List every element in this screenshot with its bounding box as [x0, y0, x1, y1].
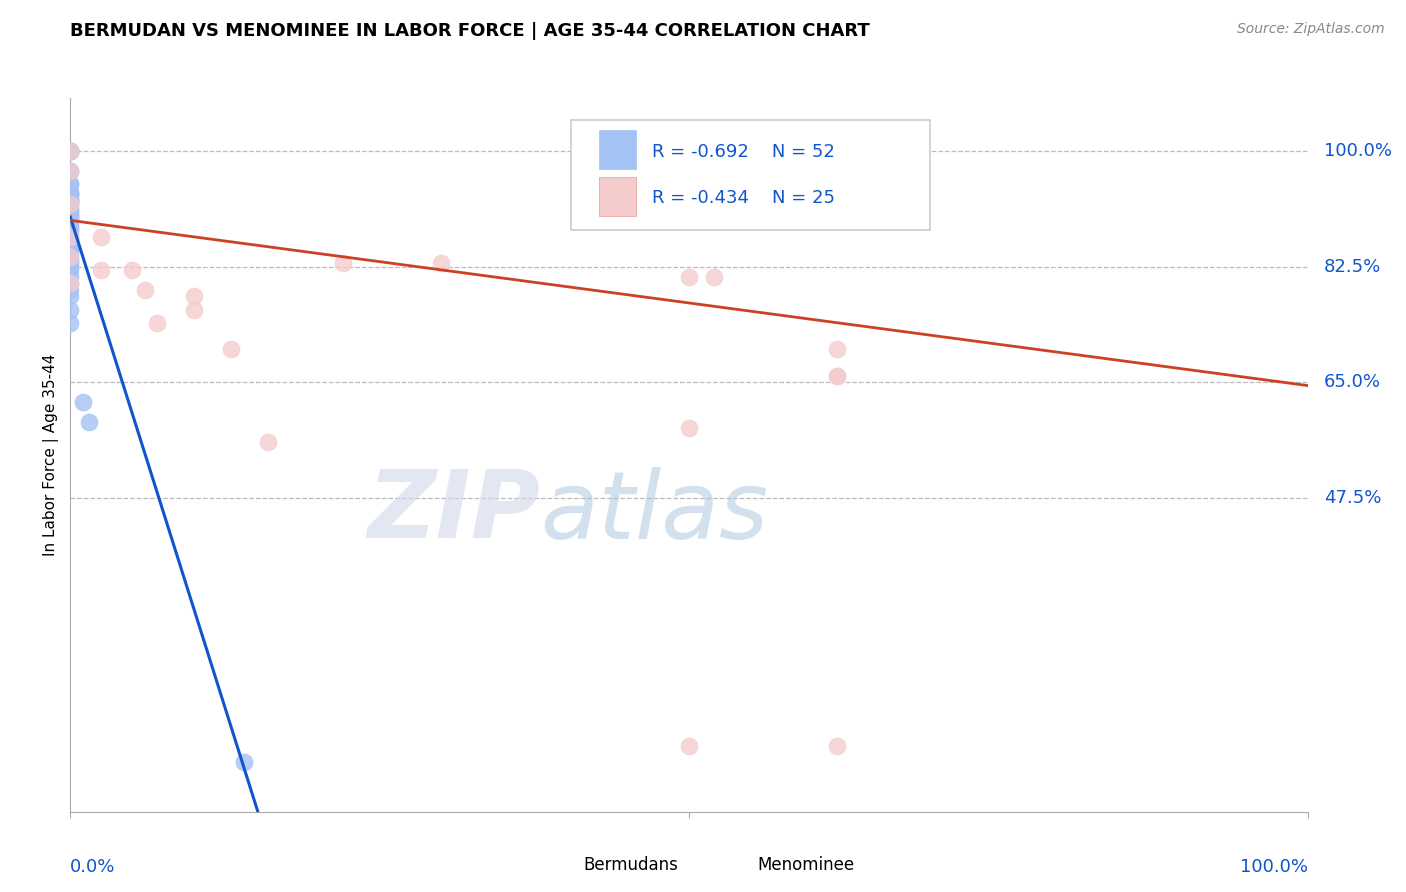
Point [72, 395, 94, 409]
Point [59, 283, 82, 297]
Point [59, 177, 82, 191]
Point [59, 163, 82, 178]
Point [59, 197, 82, 211]
Text: ZIP: ZIP [367, 466, 540, 558]
Text: R = -0.692    N = 52: R = -0.692 N = 52 [652, 143, 835, 161]
Point [59, 252, 82, 267]
Point [703, 269, 725, 284]
Point [59, 233, 82, 247]
Point [59, 236, 82, 251]
Point [134, 283, 156, 297]
Point [678, 739, 700, 753]
Point [827, 342, 849, 356]
Text: Menominee: Menominee [756, 856, 853, 874]
Text: 47.5%: 47.5% [1323, 489, 1381, 507]
Point [183, 289, 205, 303]
Point [59, 163, 82, 178]
Point [121, 263, 143, 277]
Point [59, 223, 82, 237]
Point [827, 368, 849, 383]
Point [59, 144, 82, 158]
Text: 0.0%: 0.0% [70, 858, 115, 876]
Point [59, 210, 82, 224]
Point [219, 342, 242, 356]
Point [59, 144, 82, 158]
Text: 65.0%: 65.0% [1323, 373, 1381, 392]
Point [59, 144, 82, 158]
Point [678, 421, 700, 435]
Point [59, 230, 82, 244]
Point [59, 250, 82, 264]
Point [59, 217, 82, 231]
Point [59, 197, 82, 211]
Point [59, 144, 82, 158]
Point [59, 184, 82, 198]
Point [827, 368, 849, 383]
Point [59, 186, 82, 201]
Point [59, 163, 82, 178]
Point [59, 302, 82, 317]
Point [59, 194, 82, 208]
Point [59, 289, 82, 303]
Point [59, 207, 82, 221]
Point [146, 316, 169, 330]
Point [183, 302, 205, 317]
Point [59, 256, 82, 270]
Point [257, 434, 280, 449]
Point [59, 186, 82, 201]
Point [59, 194, 82, 208]
Text: Bermudans: Bermudans [583, 856, 679, 874]
Point [90, 263, 112, 277]
Point [59, 144, 82, 158]
Point [678, 269, 700, 284]
Point [59, 260, 82, 274]
Text: 100.0%: 100.0% [1323, 142, 1392, 160]
Point [430, 256, 453, 270]
Point [59, 246, 82, 260]
Point [59, 203, 82, 218]
Text: R = -0.434    N = 25: R = -0.434 N = 25 [652, 189, 835, 207]
Y-axis label: In Labor Force | Age 35-44: In Labor Force | Age 35-44 [44, 354, 59, 556]
Point [332, 256, 354, 270]
Point [59, 269, 82, 284]
Point [232, 755, 254, 769]
Bar [599, 130, 636, 169]
Point [59, 177, 82, 191]
Point [59, 207, 82, 221]
Point [59, 227, 82, 241]
Point [59, 197, 82, 211]
Point [59, 194, 82, 208]
Point [59, 203, 82, 218]
Point [59, 263, 82, 277]
Point [59, 250, 82, 264]
Point [59, 213, 82, 227]
Bar [599, 177, 636, 216]
Point [90, 230, 112, 244]
Point [59, 236, 82, 251]
Point [827, 739, 849, 753]
Point [59, 219, 82, 234]
Text: 100.0%: 100.0% [1240, 858, 1308, 876]
FancyBboxPatch shape [571, 120, 931, 230]
Point [59, 223, 82, 237]
Text: atlas: atlas [540, 467, 769, 558]
Bar [714, 855, 748, 876]
Text: BERMUDAN VS MENOMINEE IN LABOR FORCE | AGE 35-44 CORRELATION CHART: BERMUDAN VS MENOMINEE IN LABOR FORCE | A… [70, 22, 870, 40]
Point [77, 415, 100, 429]
Point [59, 316, 82, 330]
Point [59, 190, 82, 204]
Point [59, 144, 82, 158]
Text: Source: ZipAtlas.com: Source: ZipAtlas.com [1237, 22, 1385, 37]
Bar [540, 855, 575, 876]
Text: 82.5%: 82.5% [1323, 258, 1381, 276]
Point [59, 230, 82, 244]
Point [59, 240, 82, 254]
Point [59, 186, 82, 201]
Point [59, 210, 82, 224]
Point [59, 276, 82, 290]
Point [59, 243, 82, 257]
Point [59, 276, 82, 290]
